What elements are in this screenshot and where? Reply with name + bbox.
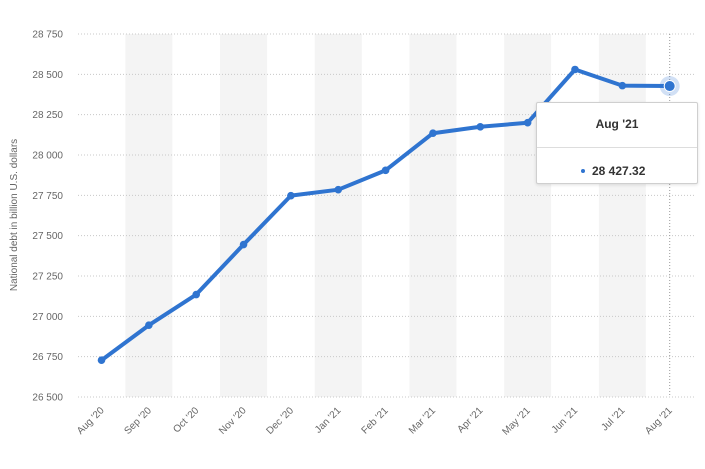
x-tick-label: Jun '21 <box>550 405 581 436</box>
tooltip-title: Aug '21 <box>595 117 639 131</box>
column-band <box>314 34 362 397</box>
x-tick-label: Sep '20 <box>122 405 154 437</box>
y-tick-label: 28 000 <box>32 151 63 162</box>
x-tick-label: Jan '21 <box>313 405 344 436</box>
tooltip-divider <box>537 147 697 148</box>
data-point <box>571 65 579 74</box>
y-tick-label: 27 750 <box>32 191 63 202</box>
x-tick-label: May '21 <box>500 405 533 438</box>
x-tick-label: Apr '21 <box>455 405 485 435</box>
y-axis-label: National debt in billion U.S. dollars <box>9 139 20 291</box>
y-tick-label: 28 750 <box>32 30 63 41</box>
x-tick-label: Feb '21 <box>360 405 391 436</box>
data-point <box>476 122 485 131</box>
data-point <box>145 321 153 330</box>
x-tick-label: Aug '21 <box>643 405 675 437</box>
tooltip-value: 28 427.32 <box>592 164 646 178</box>
x-axis-ticks: Aug '20 Sep '20 Oct '20 Nov '20 Dec '20 Jan '… <box>75 405 675 438</box>
x-tick-label: Aug '20 <box>75 405 107 437</box>
x-tick-label: Dec '20 <box>264 405 296 437</box>
column-band <box>598 34 646 397</box>
data-point <box>381 166 390 175</box>
y-tick-label: 27 000 <box>32 312 63 323</box>
x-tick-label: Mar '21 <box>407 405 438 436</box>
data-point <box>287 191 295 200</box>
column-band <box>409 34 457 397</box>
y-tick-label: 26 500 <box>32 393 63 404</box>
data-point <box>618 81 627 90</box>
data-point <box>239 240 248 249</box>
y-tick-label: 28 500 <box>32 70 63 81</box>
data-point <box>334 185 343 194</box>
y-tick-label: 27 250 <box>32 272 63 283</box>
series-line <box>97 65 680 365</box>
y-tick-label: 27 500 <box>32 231 63 242</box>
column-band <box>220 34 268 397</box>
data-point-highlighted <box>663 80 676 93</box>
column-bands <box>125 34 646 397</box>
y-tick-label: 28 250 <box>32 110 63 121</box>
y-axis-ticks: 26 500 26 750 27 000 27 250 27 500 27 750 28 0… <box>32 30 63 404</box>
x-tick-label: Jul '21 <box>599 405 627 433</box>
x-tick-label: Nov '20 <box>217 405 249 437</box>
column-band <box>504 34 552 397</box>
series-dot-icon <box>581 168 585 173</box>
column-band <box>125 34 173 397</box>
data-point <box>523 118 532 127</box>
data-point <box>97 356 106 365</box>
y-tick-label: 26 750 <box>32 352 63 363</box>
data-point <box>192 290 200 299</box>
data-tooltip: Aug '21 28 427.32 <box>536 102 698 184</box>
data-point <box>429 129 437 138</box>
x-tick-label: Oct '20 <box>171 405 201 435</box>
tooltip-value-row: 28 427.32 <box>581 164 645 178</box>
